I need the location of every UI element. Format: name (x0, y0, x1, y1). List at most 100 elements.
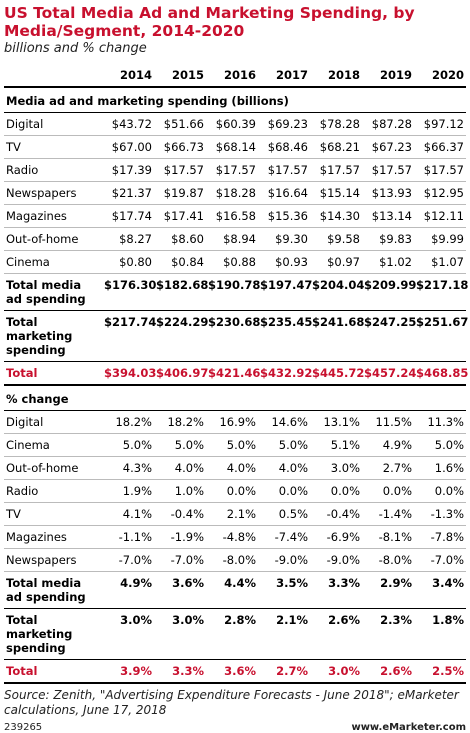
source: Source: Zenith, "Advertising Expenditure… (4, 688, 459, 717)
cell: 5.0% (414, 433, 466, 457)
cell: 11.5% (362, 410, 414, 434)
cell: 3.5% (258, 571, 310, 609)
cell: $68.14 (206, 135, 258, 159)
row-label: TV (4, 502, 102, 526)
cell: $13.14 (362, 204, 414, 228)
cell: 4.9% (102, 571, 154, 609)
total-row: Total media ad spending 4.9% 3.6% 4.4% 3.5% 3… (4, 571, 466, 609)
row-label: Newspapers (4, 548, 102, 572)
cell: -6.9% (310, 525, 362, 549)
cell: $8.27 (102, 227, 154, 251)
cell: $241.68 (310, 310, 364, 362)
cell: 0.5% (258, 502, 310, 526)
row-label: Total marketing spending (4, 310, 102, 362)
cell: $0.80 (102, 250, 154, 274)
row-label: Cinema (4, 250, 102, 274)
total-row: Total marketing spending 3.0% 3.0% 2.8% 2.1%… (4, 608, 466, 660)
cell: $217.18 (414, 273, 468, 311)
cell: $0.84 (154, 250, 206, 274)
cell: $21.37 (102, 181, 154, 205)
cell: -7.0% (102, 548, 154, 572)
cell: 3.0% (154, 608, 206, 660)
cell: 0.0% (414, 479, 466, 503)
total-row: Total 3.9% 3.3% 3.6% 2.7% 3.0% 2.6% 2.5% (4, 659, 466, 684)
data-row: Magazines -1.1% -1.9% -4.8% -7.4% -6.9% -8.1% -… (4, 525, 466, 549)
cell: $17.57 (154, 158, 206, 182)
cell: $209.99 (362, 273, 416, 311)
cell: $15.14 (310, 181, 362, 205)
cell: 5.0% (258, 433, 310, 457)
row-label: Digital (4, 410, 102, 434)
chart-id: 239265 (4, 722, 43, 733)
cell: 2.6% (362, 659, 414, 684)
cell: $97.12 (414, 112, 466, 136)
cell: 2.1% (258, 608, 310, 660)
row-label: TV (4, 135, 102, 159)
cell: $8.60 (154, 227, 206, 251)
data-row: Magazines $17.74 $17.41 $16.58 $15.36 $14.30 $… (4, 204, 466, 228)
cell: 3.0% (310, 659, 362, 684)
cell: $68.21 (310, 135, 362, 159)
cell: 16.9% (206, 410, 258, 434)
total-row: Total marketing spending $217.74 $224.29 $2… (4, 310, 468, 362)
cell: $1.02 (362, 250, 414, 274)
cell: $19.87 (154, 181, 206, 205)
cell: $69.23 (258, 112, 310, 136)
cell: 2.3% (362, 608, 414, 660)
cell: 5.1% (310, 433, 362, 457)
cell: -0.4% (154, 502, 206, 526)
cell: $9.83 (362, 227, 414, 251)
cell: $230.68 (206, 310, 260, 362)
cell: 2.8% (206, 608, 258, 660)
cell: $8.94 (206, 227, 258, 251)
cell: 2.9% (362, 571, 414, 609)
cell: $43.72 (102, 112, 154, 136)
footer: 239265 www.eMarketer.com (4, 722, 466, 733)
data-row: Newspapers $21.37 $19.87 $18.28 $16.64 $15.14… (4, 181, 466, 205)
cell: -9.0% (258, 548, 310, 572)
cell: 2.6% (310, 608, 362, 660)
cell: $18.28 (206, 181, 258, 205)
cell: -1.9% (154, 525, 206, 549)
section-heading-row: % change (4, 385, 466, 411)
cell: $9.30 (258, 227, 310, 251)
cell: $251.67 (414, 310, 468, 362)
data-row: Digital $43.72 $51.66 $60.39 $69.23 $78.28 $87… (4, 112, 466, 136)
row-label: Magazines (4, 525, 102, 549)
cell: 1.8% (414, 608, 466, 660)
data-row: Out-of-home 4.3% 4.0% 4.0% 4.0% 3.0% 2.7% 1.6% (4, 456, 466, 480)
cell: 3.4% (414, 571, 466, 609)
cell: $68.46 (258, 135, 310, 159)
row-label: Out-of-home (4, 227, 102, 251)
section-heading: Media ad and marketing spending (billion… (4, 87, 466, 113)
cell: $16.64 (258, 181, 310, 205)
site: www.eMarketer.com (351, 722, 466, 733)
cell: $78.28 (310, 112, 362, 136)
cell: -7.8% (414, 525, 466, 549)
column-header: 2014 (102, 64, 154, 88)
cell: $16.58 (206, 204, 258, 228)
cell: 2.7% (362, 456, 414, 480)
cell: 1.6% (414, 456, 466, 480)
row-label: Total media ad spending (4, 571, 102, 609)
cell: $457.24 (362, 361, 416, 386)
cell: $17.74 (102, 204, 154, 228)
cell: $17.57 (362, 158, 414, 182)
cell: -8.1% (362, 525, 414, 549)
cell: $17.57 (258, 158, 310, 182)
cell: -0.4% (310, 502, 362, 526)
row-label: Radio (4, 479, 102, 503)
cell: -4.8% (206, 525, 258, 549)
row-label: Out-of-home (4, 456, 102, 480)
cell: $67.00 (102, 135, 154, 159)
cell: $0.97 (310, 250, 362, 274)
cell: $15.36 (258, 204, 310, 228)
cell: -7.0% (154, 548, 206, 572)
cell: $182.68 (154, 273, 208, 311)
column-header: 2018 (310, 64, 362, 88)
subtitle: billions and % change (4, 41, 147, 56)
cell: 0.0% (206, 479, 258, 503)
cell: 3.3% (310, 571, 362, 609)
cell: $12.95 (414, 181, 466, 205)
cell: $17.41 (154, 204, 206, 228)
